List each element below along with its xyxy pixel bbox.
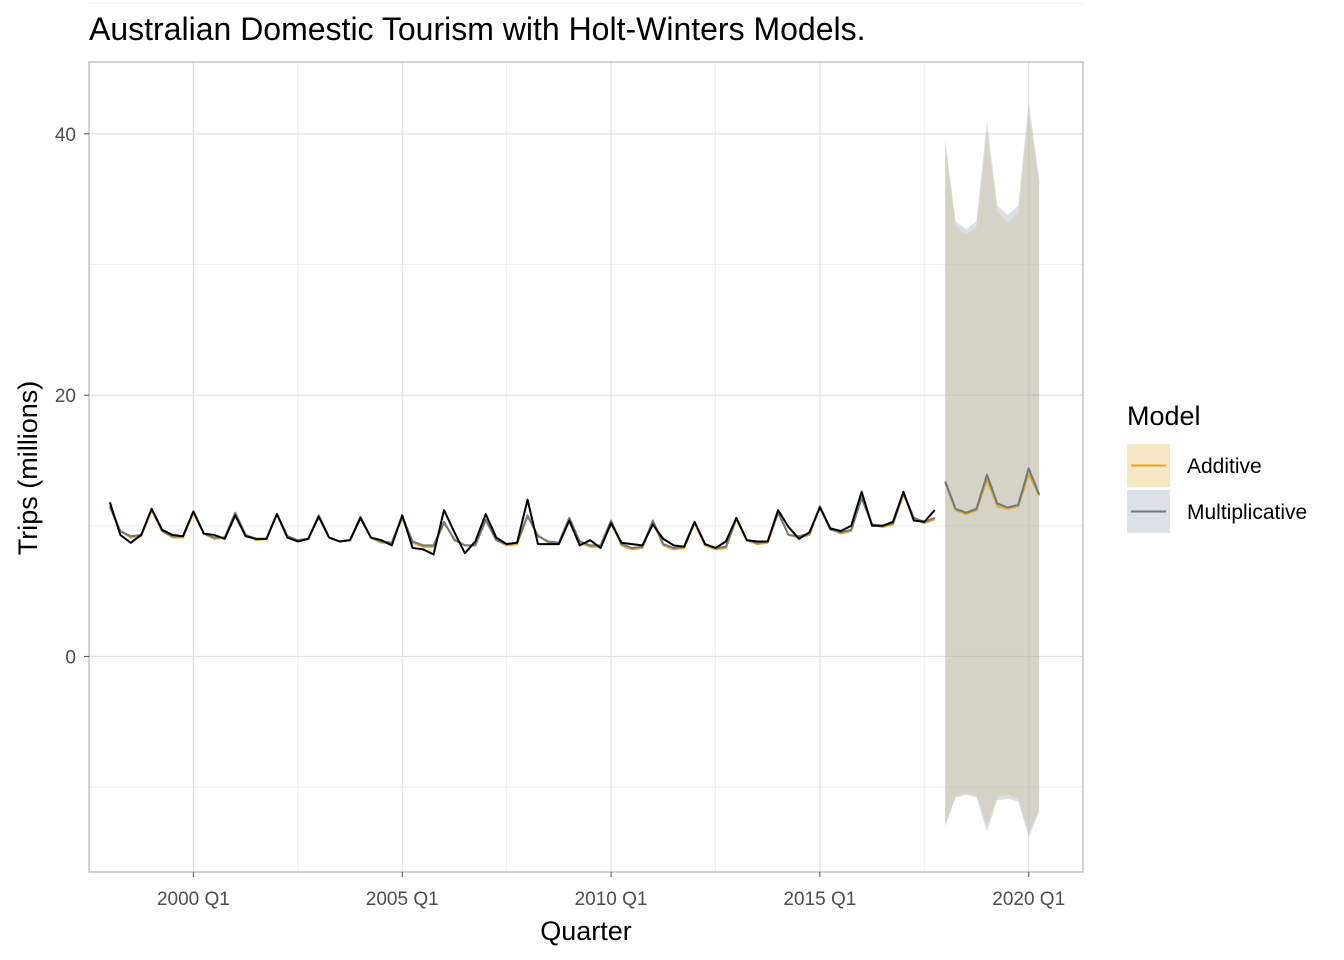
legend-title: Model	[1127, 401, 1201, 431]
x-tick-label-1: 2005 Q1	[366, 889, 439, 910]
chart-title: Australian Domestic Tourism with Holt-Wi…	[89, 11, 866, 47]
observed-line	[108, 490, 936, 556]
forecast-line-multiplicative	[944, 467, 1041, 514]
y-tick-label-2: 40	[55, 125, 76, 146]
interval-band-multiplicative	[945, 101, 1040, 839]
panel-border	[88, 61, 1084, 873]
x-tick-label-3: 2015 Q1	[783, 889, 856, 910]
x-tick-label-0: 2000 Q1	[157, 889, 230, 910]
y-axis-ticks: 0 20 40	[55, 125, 89, 668]
y-tick-label-0: 0	[65, 647, 76, 668]
interval-band-additive	[945, 112, 1040, 832]
x-axis-title: Quarter	[540, 916, 632, 946]
forecast-intervals	[945, 101, 1040, 839]
x-axis-ticks: 2000 Q1 2005 Q1 2010 Q1 2015 Q1 2020 Q1	[157, 872, 1065, 910]
legend-label-additive: Additive	[1187, 455, 1262, 478]
legend: Model Additive Multiplicative	[1127, 401, 1307, 533]
x-tick-label-2: 2010 Q1	[575, 889, 648, 910]
legend-label-multiplicative: Multiplicative	[1187, 501, 1307, 524]
y-tick-label-1: 20	[55, 386, 76, 407]
series-lines	[108, 467, 1041, 556]
plot-panel	[88, 2, 1084, 873]
grid-minor	[88, 2, 1083, 872]
panel-background	[89, 62, 1083, 872]
x-tick-label-4: 2020 Q1	[992, 889, 1065, 910]
y-axis-title: Trips (millions)	[13, 381, 43, 556]
grid-major	[89, 62, 1083, 872]
